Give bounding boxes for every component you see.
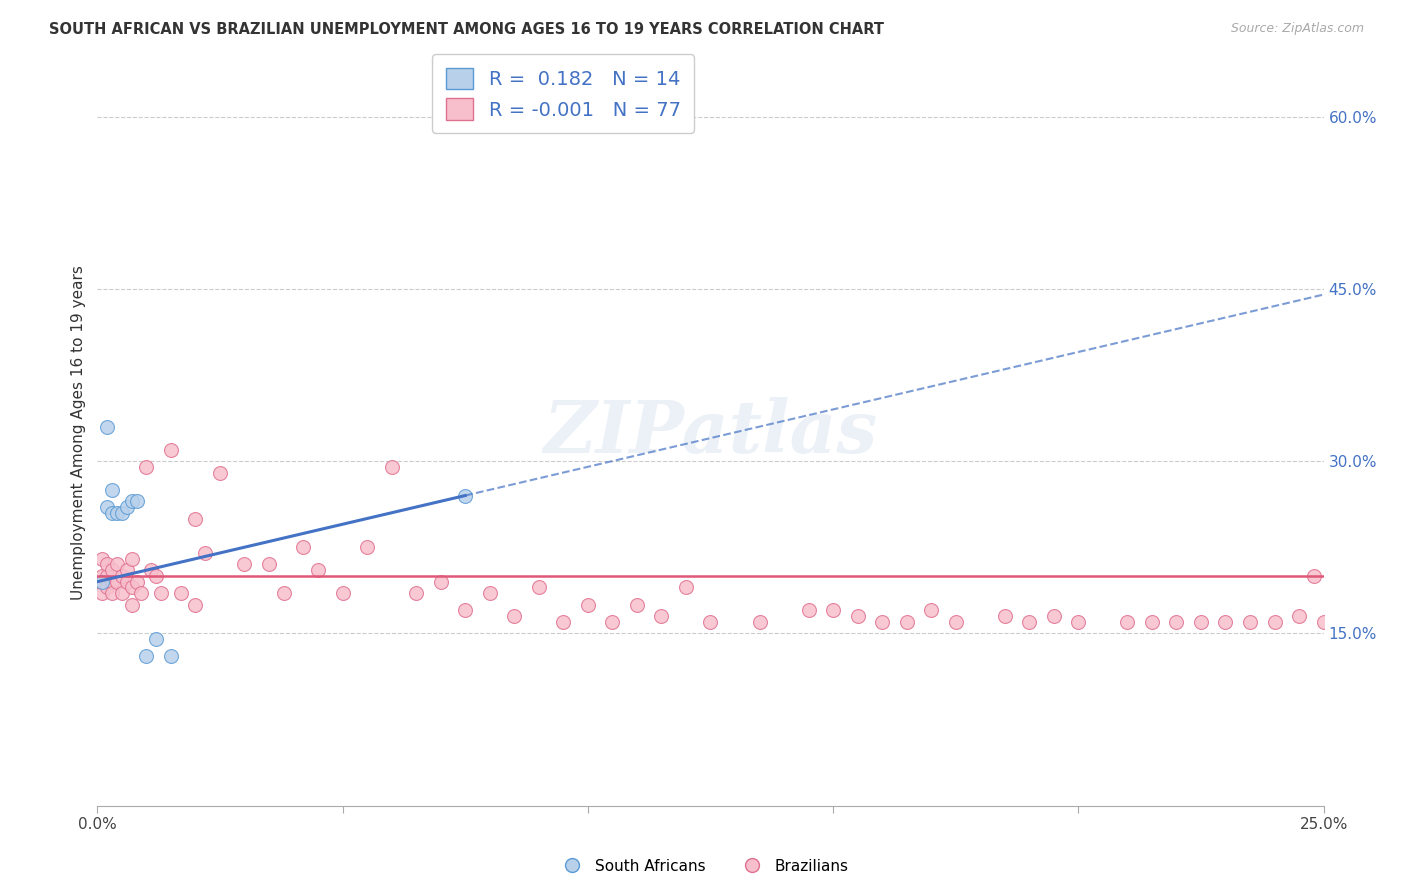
- Point: [1288, 609, 1310, 624]
- Point: [208, 466, 231, 480]
- Point: [125, 494, 148, 508]
- Point: [91, 569, 114, 583]
- Point: [96, 569, 118, 583]
- Point: [381, 459, 404, 474]
- Point: [96, 581, 118, 595]
- Point: [105, 574, 128, 589]
- Point: [823, 603, 845, 617]
- Point: [184, 511, 207, 525]
- Legend: South Africans, Brazilians: South Africans, Brazilians: [551, 853, 855, 880]
- Point: [105, 558, 128, 572]
- Point: [96, 558, 118, 572]
- Point: [101, 483, 124, 497]
- Point: [626, 598, 648, 612]
- Point: [553, 615, 575, 629]
- Point: [1337, 615, 1360, 629]
- Point: [145, 569, 167, 583]
- Point: [797, 603, 820, 617]
- Point: [1189, 615, 1212, 629]
- Point: [111, 569, 134, 583]
- Point: [121, 598, 143, 612]
- Point: [131, 586, 153, 600]
- Point: [405, 586, 427, 600]
- Point: [125, 574, 148, 589]
- Point: [356, 540, 378, 554]
- Point: [846, 609, 869, 624]
- Point: [160, 442, 183, 457]
- Y-axis label: Unemployment Among Ages 16 to 19 years: Unemployment Among Ages 16 to 19 years: [72, 265, 86, 599]
- Point: [1067, 615, 1090, 629]
- Point: [121, 494, 143, 508]
- Point: [121, 581, 143, 595]
- Point: [1215, 615, 1237, 629]
- Point: [1263, 615, 1285, 629]
- Point: [748, 615, 770, 629]
- Point: [945, 615, 967, 629]
- Point: [101, 563, 124, 577]
- Point: [1043, 609, 1066, 624]
- Point: [1351, 615, 1374, 629]
- Point: [478, 586, 501, 600]
- Point: [454, 489, 477, 503]
- Point: [91, 574, 114, 589]
- Point: [91, 574, 114, 589]
- Point: [257, 558, 280, 572]
- Point: [150, 586, 173, 600]
- Point: [115, 574, 138, 589]
- Point: [699, 615, 721, 629]
- Point: [184, 598, 207, 612]
- Point: [1239, 615, 1261, 629]
- Point: [1166, 615, 1188, 629]
- Point: [121, 551, 143, 566]
- Point: [111, 506, 134, 520]
- Point: [101, 506, 124, 520]
- Point: [292, 540, 315, 554]
- Point: [1116, 615, 1139, 629]
- Point: [91, 586, 114, 600]
- Point: [1312, 615, 1334, 629]
- Point: [1322, 615, 1344, 629]
- Point: [194, 546, 217, 560]
- Text: SOUTH AFRICAN VS BRAZILIAN UNEMPLOYMENT AMONG AGES 16 TO 19 YEARS CORRELATION CH: SOUTH AFRICAN VS BRAZILIAN UNEMPLOYMENT …: [49, 22, 884, 37]
- Point: [896, 615, 918, 629]
- Point: [920, 603, 942, 617]
- Point: [170, 586, 193, 600]
- Point: [96, 419, 118, 434]
- Text: ZIPatlas: ZIPatlas: [543, 397, 877, 468]
- Point: [160, 649, 183, 664]
- Legend: R =  0.182   N = 14, R = -0.001   N = 77: R = 0.182 N = 14, R = -0.001 N = 77: [432, 54, 695, 133]
- Point: [503, 609, 526, 624]
- Point: [602, 615, 624, 629]
- Point: [115, 563, 138, 577]
- Point: [233, 558, 256, 572]
- Point: [307, 563, 329, 577]
- Point: [145, 632, 167, 646]
- Point: [141, 563, 163, 577]
- Point: [650, 609, 672, 624]
- Point: [91, 551, 114, 566]
- Point: [994, 609, 1017, 624]
- Point: [1018, 615, 1040, 629]
- Point: [1140, 615, 1163, 629]
- Point: [101, 574, 124, 589]
- Point: [675, 581, 697, 595]
- Point: [1302, 569, 1324, 583]
- Point: [135, 459, 157, 474]
- Point: [454, 603, 477, 617]
- Point: [429, 574, 451, 589]
- Point: [111, 586, 134, 600]
- Point: [105, 506, 128, 520]
- Text: Source: ZipAtlas.com: Source: ZipAtlas.com: [1230, 22, 1364, 36]
- Point: [135, 649, 157, 664]
- Point: [96, 500, 118, 514]
- Point: [332, 586, 354, 600]
- Point: [101, 586, 124, 600]
- Point: [870, 615, 893, 629]
- Point: [576, 598, 599, 612]
- Point: [527, 581, 550, 595]
- Point: [273, 586, 295, 600]
- Point: [115, 500, 138, 514]
